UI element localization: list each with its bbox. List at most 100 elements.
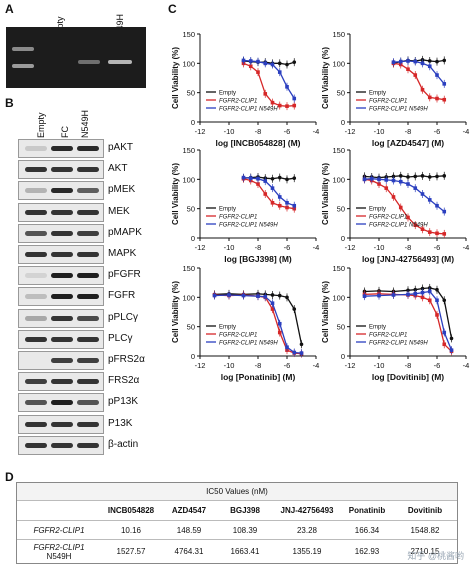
panel-label-a: A [5,2,14,16]
data-point [442,97,447,102]
data-point [292,60,297,64]
blot-band [25,145,47,152]
table-row: FGFR2-CLIP1 10.16 148.59 108.39 23.28 16… [17,520,457,539]
x-tick-label: -4 [463,243,470,252]
data-point [406,182,410,186]
data-point [435,96,439,101]
x-tick-label: -4 [463,361,470,370]
data-point [406,175,410,179]
legend-entry: FGFR2-CLIP1 N549H [219,341,278,347]
y-tick-label: 150 [332,264,345,273]
data-point [435,231,439,236]
data-point [263,92,268,96]
legend-entry: FGFR2-CLIP1 [369,215,407,221]
data-point [270,201,275,205]
data-point [292,307,297,311]
y-tick-label: 100 [182,59,195,68]
blot-row [18,287,104,307]
data-point [391,293,396,297]
blot-band [51,294,73,300]
x-tick-label: -4 [313,127,320,136]
data-point [270,301,275,305]
legend-entry: FGFR2-CLIP1 N549H [369,223,428,229]
y-tick-label: 0 [191,118,195,127]
blot-band [25,379,47,385]
blot-band [51,230,73,236]
legend-entry: FGFR2-CLIP1 [369,99,407,105]
data-point [277,175,282,180]
blot-row-label: β-actin [108,438,139,450]
x-tick-label: -12 [195,127,206,136]
blot-row [18,181,104,201]
data-point [377,182,381,186]
data-point [427,64,432,69]
blot-band [77,315,99,321]
data-point [270,293,275,297]
y-tick-label: 0 [341,352,345,361]
series-line [364,175,445,179]
data-point [398,205,403,210]
data-point [427,175,432,179]
ic50-header-bgj398: BGJ398 [230,506,260,515]
data-point [277,330,282,335]
x-tick-label: -6 [434,361,441,370]
data-point [413,73,418,77]
x-tick-label: -6 [434,243,441,252]
legend-entry: Empty [369,207,386,213]
blot-band [77,357,99,364]
blot-band [51,188,73,194]
data-point [270,186,275,190]
y-tick-label: 100 [182,175,195,184]
data-point [435,298,439,303]
data-point [406,59,410,63]
y-tick-label: 50 [187,205,195,214]
series-line [214,293,303,345]
data-point [241,175,246,180]
y-tick-label: 0 [191,352,195,361]
blot-band [51,442,73,448]
dose-response-charts: 0 50 100 150 -12 -10 -8 -6 -4 log [INCB054828] (M… [171,30,470,382]
blot-band [77,209,99,215]
data-point [256,176,260,181]
blot-band [25,294,47,300]
x-tick-label: -12 [195,361,206,370]
data-point [435,174,439,179]
y-tick-label: 0 [341,234,345,243]
legend-entry: FGFR2-CLIP1 N549H [369,107,428,113]
data-point [449,336,454,341]
x-tick-label: -8 [255,361,262,370]
x-tick-label: -10 [374,243,385,252]
data-point [442,330,447,335]
y-tick-label: 0 [341,118,345,127]
blot-row-label: pP13K [108,396,139,408]
data-point [391,195,396,199]
blot-band [51,421,73,427]
data-point [427,95,432,100]
y-axis-label: Cell Viability (%) [171,281,180,343]
data-point [427,289,432,294]
data-point [263,192,268,196]
data-point [427,59,432,63]
data-point [420,61,425,66]
data-point [292,203,297,208]
data-point [435,73,439,77]
blot-row-label: FGFR [108,290,136,302]
blot-row-label: pFRS2α [108,354,145,365]
x-tick-label: -10 [224,243,235,252]
legend-entry: FGFR2-CLIP1 N549H [369,341,428,347]
blot-band [51,145,73,152]
data-point [377,293,381,298]
data-point [435,59,439,64]
blot-band [77,273,99,279]
y-axis-label: Cell Viability (%) [321,281,330,343]
y-tick-label: 150 [332,146,345,155]
series-line [364,290,453,351]
legend-entry: FGFR2-CLIP1 [219,215,257,221]
y-tick-label: 100 [182,293,195,302]
legend-entry: FGFR2-CLIP1 N549H [219,107,278,113]
data-point [241,58,246,63]
blot-band [77,145,99,152]
data-point [285,177,289,182]
data-point [427,298,432,303]
data-point [391,178,396,183]
